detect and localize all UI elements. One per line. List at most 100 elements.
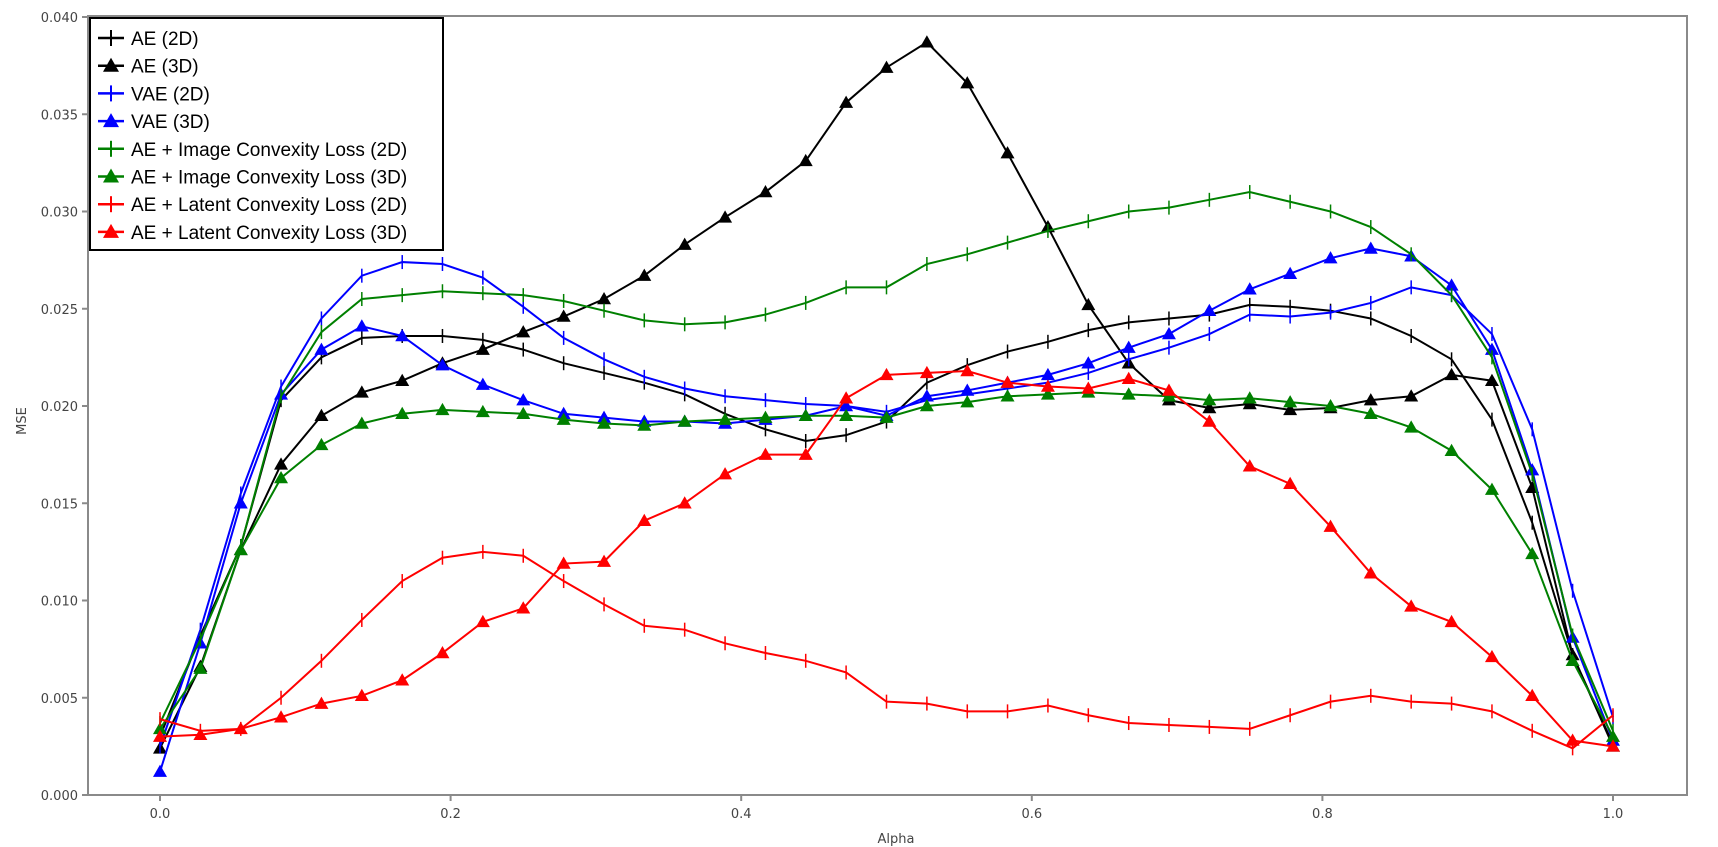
- y-tick-label: 0.040: [41, 11, 78, 26]
- y-tick-label: 0.035: [41, 108, 78, 123]
- triangle-marker: [1121, 340, 1136, 353]
- triangle-marker: [677, 237, 692, 250]
- legend-label: AE (2D): [131, 29, 199, 50]
- triangle-marker: [919, 35, 934, 48]
- triangle-marker: [1444, 443, 1459, 456]
- series-ae-latent-convexity-loss-3d: [153, 363, 1620, 752]
- legend-entry: AE + Image Convexity Loss (3D): [98, 168, 407, 189]
- triangle-marker: [1202, 393, 1217, 406]
- series-ae-image-convexity-loss-3d: [153, 385, 1620, 742]
- triangle-marker: [1363, 393, 1378, 406]
- triangle-marker: [758, 447, 773, 460]
- legend-triangle-marker: [103, 113, 119, 128]
- triangle-marker: [677, 496, 692, 509]
- triangle-marker: [1081, 297, 1096, 311]
- triangle-marker: [274, 710, 289, 723]
- triangle-marker: [153, 729, 167, 742]
- triangle-marker: [798, 447, 813, 460]
- triangle-marker: [879, 410, 894, 423]
- triangle-marker: [919, 399, 934, 412]
- x-tick-label: 1.0: [1603, 807, 1624, 822]
- legend-label: AE + Latent Convexity Loss (2D): [131, 195, 407, 216]
- triangle-marker: [1323, 251, 1338, 264]
- legend-entry: VAE (2D): [98, 84, 210, 105]
- triangle-marker: [1121, 387, 1136, 400]
- legend-entry: AE (3D): [98, 57, 199, 78]
- triangle-marker: [1242, 459, 1257, 472]
- triangle-marker: [1040, 387, 1055, 400]
- triangle-marker: [435, 402, 450, 416]
- triangle-marker: [354, 319, 369, 332]
- triangle-marker: [516, 601, 531, 614]
- triangle-marker: [354, 416, 369, 429]
- triangle-marker: [839, 95, 854, 108]
- triangle-marker: [475, 404, 490, 418]
- legend-entry: AE + Image Convexity Loss (2D): [98, 140, 407, 161]
- triangle-marker: [1363, 406, 1378, 420]
- y-tick-label: 0.010: [41, 595, 78, 610]
- y-tick-label: 0.015: [41, 497, 78, 512]
- x-axis-label: Alpha: [878, 832, 915, 847]
- triangle-marker: [233, 542, 248, 556]
- triangle-marker: [1404, 420, 1419, 433]
- triangle-marker: [395, 406, 410, 420]
- triangle-marker: [1404, 389, 1419, 402]
- triangle-marker: [919, 365, 934, 379]
- triangle-marker: [960, 395, 975, 408]
- triangle-marker: [718, 467, 733, 480]
- triangle-marker: [1081, 381, 1096, 394]
- triangle-marker: [274, 457, 289, 470]
- legend-triangle-marker: [103, 168, 119, 183]
- triangle-marker: [153, 721, 167, 735]
- triangle-marker: [1606, 729, 1620, 742]
- triangle-marker: [637, 268, 652, 281]
- triangle-marker: [1363, 241, 1378, 254]
- triangle-marker: [1242, 391, 1257, 404]
- triangle-marker: [879, 60, 894, 73]
- triangle-marker: [1484, 482, 1499, 495]
- legend-entry: AE + Latent Convexity Loss (3D): [98, 223, 407, 244]
- triangle-marker: [1161, 327, 1176, 340]
- triangle-marker: [1000, 375, 1015, 388]
- triangle-marker: [1565, 653, 1580, 667]
- triangle-marker: [193, 661, 208, 674]
- triangle-marker: [1444, 367, 1459, 381]
- triangle-marker: [435, 646, 450, 659]
- triangle-marker: [1323, 519, 1338, 532]
- triangle-marker: [839, 399, 854, 412]
- triangle-marker: [475, 342, 490, 355]
- triangle-marker: [314, 342, 329, 355]
- triangle-marker: [1444, 278, 1459, 291]
- triangle-marker: [193, 727, 208, 740]
- triangle-marker: [597, 554, 612, 567]
- triangle-marker: [1242, 282, 1257, 295]
- triangle-marker: [1283, 395, 1298, 408]
- triangle-marker: [839, 408, 854, 421]
- y-tick-label: 0.030: [41, 206, 78, 221]
- triangle-marker: [556, 309, 571, 322]
- triangle-marker: [354, 688, 369, 702]
- legend-label: AE + Latent Convexity Loss (3D): [131, 223, 407, 244]
- legend-triangle-marker: [103, 57, 119, 72]
- x-tick-label: 0.0: [150, 807, 171, 822]
- triangle-marker: [435, 358, 450, 371]
- series-ae-latent-convexity-loss-2d: [159, 544, 1614, 756]
- triangle-marker: [677, 414, 692, 427]
- legend-entry: AE + Latent Convexity Loss (2D): [98, 195, 407, 216]
- y-axis: 0.000 0.005 0.010 0.015 0.020 0.025 0.030 0.035…: [41, 11, 88, 804]
- triangle-marker: [1040, 379, 1055, 392]
- triangle-marker: [395, 373, 410, 386]
- series-layer: [153, 35, 1620, 777]
- y-axis-label: MSE: [15, 407, 30, 435]
- triangle-marker: [798, 408, 813, 421]
- x-tick-label: 0.4: [731, 807, 752, 822]
- triangle-marker: [314, 437, 329, 451]
- triangle-marker: [1606, 739, 1620, 752]
- triangle-marker: [1000, 146, 1015, 159]
- x-axis: 0.0 0.2 0.4 0.6 0.8 1.0: [150, 795, 1624, 822]
- legend-entry: VAE (3D): [98, 112, 210, 133]
- triangle-marker: [1525, 688, 1540, 702]
- triangle-marker: [475, 377, 490, 390]
- legend-label: VAE (3D): [131, 112, 210, 133]
- x-tick-label: 0.6: [1021, 807, 1042, 822]
